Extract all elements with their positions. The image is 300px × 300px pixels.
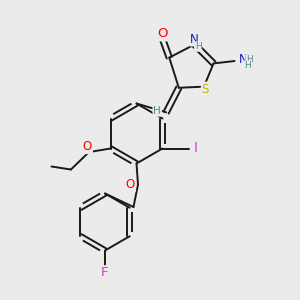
Text: S: S [202, 82, 209, 96]
Text: O: O [83, 140, 92, 153]
Text: H: H [244, 61, 250, 70]
Text: O: O [126, 178, 135, 191]
Text: H: H [246, 55, 253, 64]
Text: H: H [153, 106, 161, 116]
Text: N: N [190, 33, 199, 46]
Text: H: H [195, 42, 202, 51]
Text: O: O [158, 27, 168, 40]
Text: F: F [101, 266, 109, 279]
Text: N: N [238, 53, 247, 66]
Text: I: I [194, 142, 198, 155]
